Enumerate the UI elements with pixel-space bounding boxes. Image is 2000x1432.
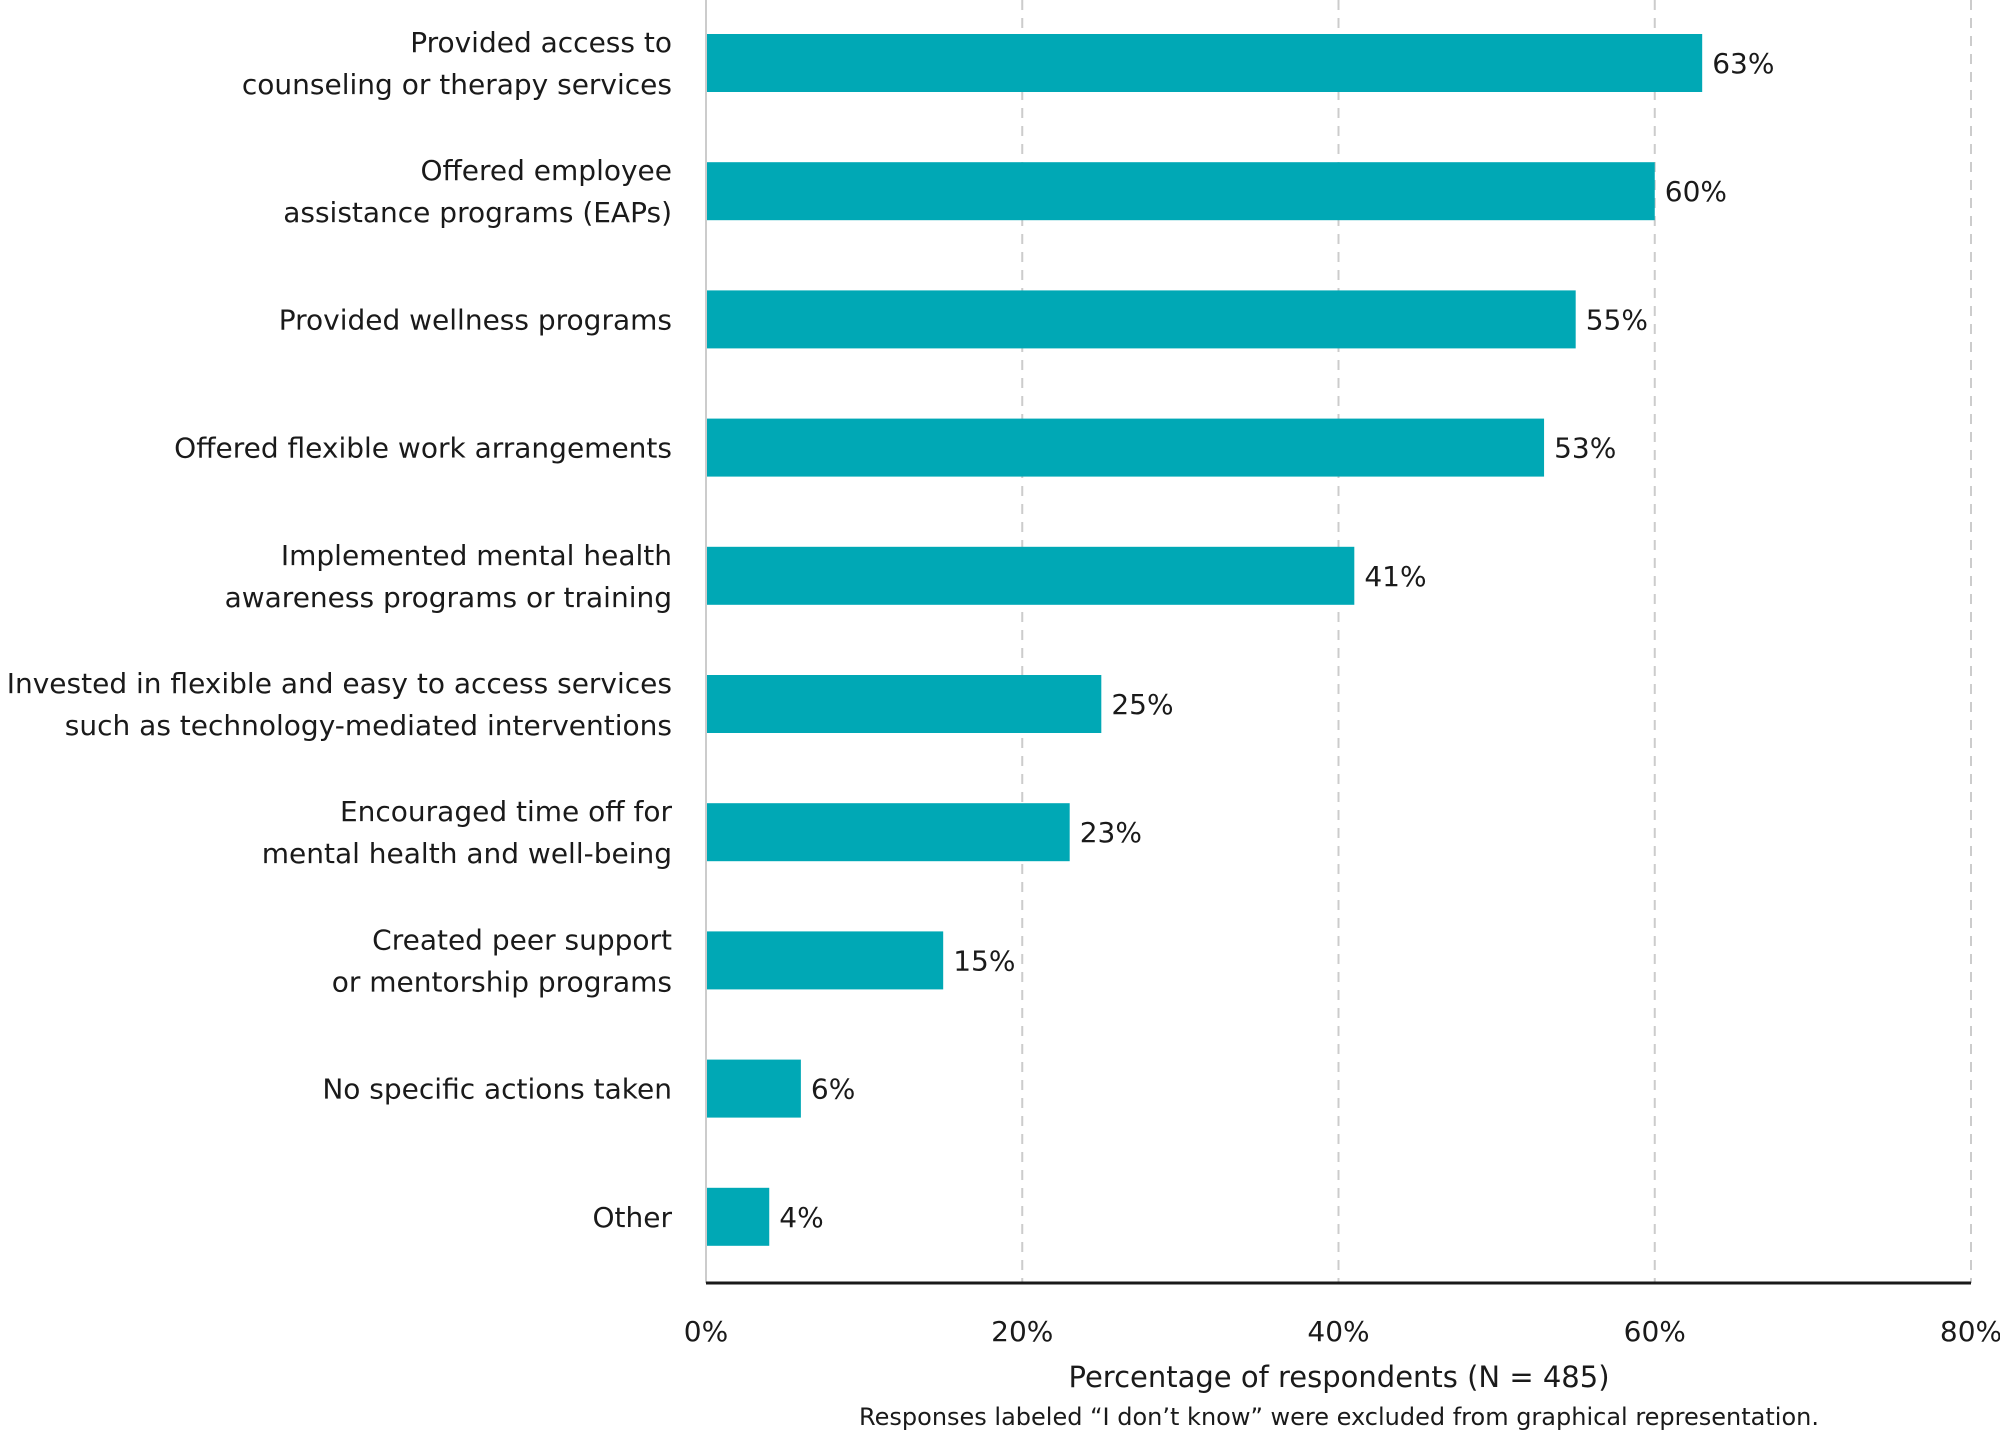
footnote: Responses labeled “I don’t know” were ex… bbox=[859, 1403, 1819, 1431]
category-label: such as technology-mediated intervention… bbox=[65, 709, 672, 742]
category-label: mental health and well-being bbox=[262, 837, 672, 870]
x-tick-label: 60% bbox=[1624, 1315, 1686, 1348]
value-label: 4% bbox=[779, 1201, 823, 1234]
category-label: awareness programs or training bbox=[225, 581, 672, 614]
category-label: Provided wellness programs bbox=[279, 303, 672, 336]
x-tick-label: 80% bbox=[1940, 1315, 2000, 1348]
bar bbox=[707, 418, 1545, 477]
bar bbox=[707, 1059, 801, 1118]
category-label: No specific actions taken bbox=[322, 1073, 672, 1106]
x-tick-label: 0% bbox=[684, 1315, 728, 1348]
category-label: assistance programs (EAPs) bbox=[283, 196, 672, 229]
category-label: Offered flexible work arrangements bbox=[174, 432, 672, 465]
axes: 0% 20% 40% 60% 80% bbox=[684, 0, 2000, 1348]
value-labels: 63% 60% 55% 53% 41% 25% 23% 15% 6% 4% bbox=[779, 47, 1774, 1234]
bar bbox=[707, 803, 1070, 862]
bar bbox=[707, 162, 1655, 221]
value-label: 55% bbox=[1586, 303, 1648, 336]
category-label: Created peer support bbox=[372, 923, 672, 956]
category-label: Other bbox=[592, 1201, 672, 1234]
bar bbox=[707, 1187, 770, 1246]
x-tick-label: 20% bbox=[991, 1315, 1053, 1348]
value-label: 25% bbox=[1111, 688, 1173, 721]
category-label: counseling or therapy services bbox=[242, 68, 672, 101]
bar bbox=[707, 290, 1576, 349]
category-label: Invested in flexible and easy to access … bbox=[7, 667, 672, 700]
value-label: 6% bbox=[811, 1073, 855, 1106]
category-label: or mentorship programs bbox=[332, 965, 672, 998]
x-axis-title: Percentage of respondents (N = 485) bbox=[1068, 1360, 1609, 1394]
value-label: 60% bbox=[1665, 175, 1727, 208]
bar bbox=[707, 34, 1703, 92]
bars bbox=[707, 34, 1703, 1246]
value-label: 53% bbox=[1554, 432, 1616, 465]
bar bbox=[707, 546, 1355, 605]
category-label: Encouraged time off for bbox=[340, 795, 673, 828]
bar bbox=[707, 675, 1102, 733]
grid-lines bbox=[1021, 0, 1972, 1283]
category-label: Implemented mental health bbox=[281, 539, 672, 572]
value-label: 63% bbox=[1712, 47, 1774, 80]
value-label: 15% bbox=[953, 944, 1015, 977]
category-label: Provided access to bbox=[410, 26, 672, 59]
bar bbox=[707, 931, 944, 990]
value-label: 41% bbox=[1364, 560, 1426, 593]
category-label: Offered employee bbox=[420, 154, 672, 187]
category-labels: Provided access to counseling or therapy … bbox=[7, 26, 673, 1234]
x-tick-label: 40% bbox=[1307, 1315, 1369, 1348]
value-label: 23% bbox=[1080, 816, 1142, 849]
